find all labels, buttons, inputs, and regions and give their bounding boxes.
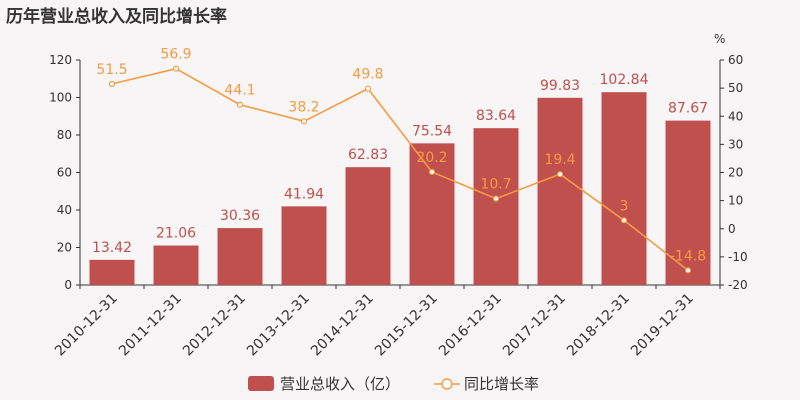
y-left-tick-label: 60: [57, 166, 72, 180]
growth-data-label: 56.9: [160, 47, 191, 63]
growth-point: [300, 118, 308, 125]
growth-data-label: 20.2: [416, 150, 447, 166]
y-right-tick-label: 50: [728, 81, 743, 95]
bar-data-label: 62.83: [348, 147, 388, 163]
growth-data-label: -14.8: [670, 248, 706, 264]
bar-data-label: 102.84: [600, 72, 649, 88]
bar: [601, 92, 647, 285]
y-left-tick-label: 0: [64, 278, 72, 292]
bar-data-label: 99.83: [540, 78, 580, 94]
y-left-tick-label: 40: [57, 203, 72, 217]
bar: [409, 143, 455, 285]
growth-point: [556, 171, 564, 178]
y-right-tick-label: 60: [728, 53, 743, 67]
growth-data-label: 44.1: [224, 83, 255, 99]
chart-title: 历年营业总收入及同比增长率: [6, 7, 227, 27]
growth-point: [492, 195, 500, 202]
bar: [537, 97, 583, 285]
y-right-tick-label: -20: [728, 278, 748, 292]
growth-data-label: 51.5: [96, 62, 127, 78]
growth-data-label: 3: [620, 198, 629, 214]
growth-point: [108, 80, 116, 88]
legend-growth-label: 同比增长率: [464, 375, 539, 393]
growth-point: [620, 217, 628, 224]
bar: [665, 120, 711, 286]
y-right-tick-label: 40: [728, 109, 743, 123]
y-right-unit: %: [714, 32, 725, 46]
bar-data-label: 75.54: [412, 123, 452, 139]
x-tick-label: 2019-12-31: [628, 291, 697, 360]
growth-data-label: 38.2: [288, 99, 319, 115]
bar: [345, 167, 391, 285]
x-tick-label: 2014-12-31: [308, 291, 377, 360]
x-tick-label: 2018-12-31: [564, 291, 633, 360]
legend-revenue-swatch: [248, 376, 274, 391]
bar-data-label: 41.94: [284, 186, 324, 202]
x-tick-label: 2016-12-31: [436, 291, 505, 360]
growth-point: [172, 65, 180, 72]
growth-point: [684, 267, 692, 274]
y-right-tick-label: -10: [728, 250, 748, 264]
growth-data-label: 19.4: [544, 152, 575, 168]
x-tick-label: 2017-12-31: [500, 291, 569, 360]
y-right-tick-label: 0: [728, 222, 736, 236]
y-left-tick-label: 100: [49, 91, 72, 105]
x-tick-label: 2015-12-31: [372, 291, 441, 360]
growth-point: [364, 85, 372, 92]
bar-data-label: 21.06: [156, 226, 196, 242]
bar-data-label: 13.42: [92, 240, 132, 256]
bar: [153, 245, 199, 285]
bar-data-label: 30.36: [220, 208, 260, 224]
y-left-tick-label: 120: [49, 53, 72, 67]
bar-data-label: 87.67: [668, 101, 708, 117]
y-right-tick-label: 30: [728, 137, 743, 151]
x-tick-label: 2011-12-31: [116, 291, 185, 360]
x-tick-label: 2012-12-31: [180, 291, 249, 360]
bar: [473, 128, 519, 285]
y-right-tick-label: 10: [728, 194, 743, 208]
y-right-tick-label: 20: [728, 166, 743, 180]
bar: [89, 259, 135, 285]
legend-growth-marker: [441, 378, 453, 390]
bar: [217, 228, 263, 285]
bar-data-label: 83.64: [476, 108, 516, 124]
growth-data-label: 10.7: [480, 177, 511, 193]
x-tick-label: 2010-12-31: [52, 291, 121, 360]
growth-line: [111, 67, 689, 272]
growth-point: [236, 101, 244, 108]
y-left-tick-label: 20: [57, 241, 72, 255]
y-left-tick-label: 80: [57, 128, 72, 142]
x-tick-label: 2013-12-31: [244, 291, 313, 360]
legend-revenue-label: 营业总收入（亿）: [280, 375, 400, 393]
growth-data-label: 49.8: [352, 67, 383, 83]
growth-point: [428, 168, 436, 176]
bar: [281, 206, 327, 285]
